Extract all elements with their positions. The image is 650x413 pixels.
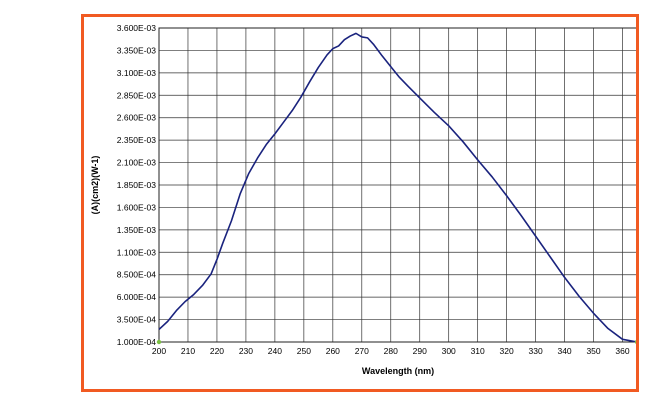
plot-border xyxy=(158,27,636,343)
y-tick-label: 1.850E-03 xyxy=(117,180,156,190)
x-tick-label: 330 xyxy=(529,346,543,356)
y-tick-label: 3.100E-03 xyxy=(117,68,156,78)
endpoint-marker xyxy=(634,340,636,344)
x-tick-label: 240 xyxy=(268,346,282,356)
x-tick-label: 310 xyxy=(471,346,485,356)
y-tick-label: 6.000E-04 xyxy=(117,292,156,302)
x-tick-label: 280 xyxy=(384,346,398,356)
x-tick-label: 290 xyxy=(413,346,427,356)
y-tick-label: 1.600E-03 xyxy=(117,202,156,212)
y-tick-label: 3.350E-03 xyxy=(117,45,156,55)
y-tick-label: 1.000E-04 xyxy=(117,337,156,347)
x-tick-label: 320 xyxy=(500,346,514,356)
y-tick-label: 3.500E-04 xyxy=(117,315,156,325)
y-tick-label: 8.500E-04 xyxy=(117,270,156,280)
x-tick-label: 210 xyxy=(181,346,195,356)
series-line xyxy=(158,32,636,343)
y-tick-label: 2.100E-03 xyxy=(117,158,156,168)
x-tick-label: 260 xyxy=(326,346,340,356)
y-axis-label: (A)(cm2)(W-1) xyxy=(90,156,100,215)
y-tick-label: 2.850E-03 xyxy=(117,90,156,100)
x-tick-label: 220 xyxy=(210,346,224,356)
line-chart: 200 210 220 230 240 250 260 270 280 290 300 310 320 3… xyxy=(90,23,636,376)
x-tick-label: 270 xyxy=(355,346,369,356)
x-tick-label: 300 xyxy=(442,346,456,356)
x-tick-label: 200 xyxy=(152,346,166,356)
x-tick-label: 250 xyxy=(297,346,311,356)
endpoint-marker xyxy=(156,339,162,345)
chart-frame: 200 210 220 230 240 250 260 270 280 290 300 310 320 3… xyxy=(81,14,639,392)
x-tick-label: 340 xyxy=(557,346,571,356)
y-tick-label: 1.350E-03 xyxy=(117,225,156,235)
y-tick-label: 3.600E-03 xyxy=(117,23,156,33)
x-tick-label: 350 xyxy=(586,346,600,356)
x-axis-label: Wavelength (nm) xyxy=(362,366,434,376)
x-tick-label: 230 xyxy=(239,346,253,356)
y-tick-label: 1.100E-03 xyxy=(117,247,156,257)
x-tick-label: 360 xyxy=(615,346,629,356)
y-tick-label: 2.600E-03 xyxy=(117,113,156,123)
y-tick-label: 2.350E-03 xyxy=(117,135,156,145)
